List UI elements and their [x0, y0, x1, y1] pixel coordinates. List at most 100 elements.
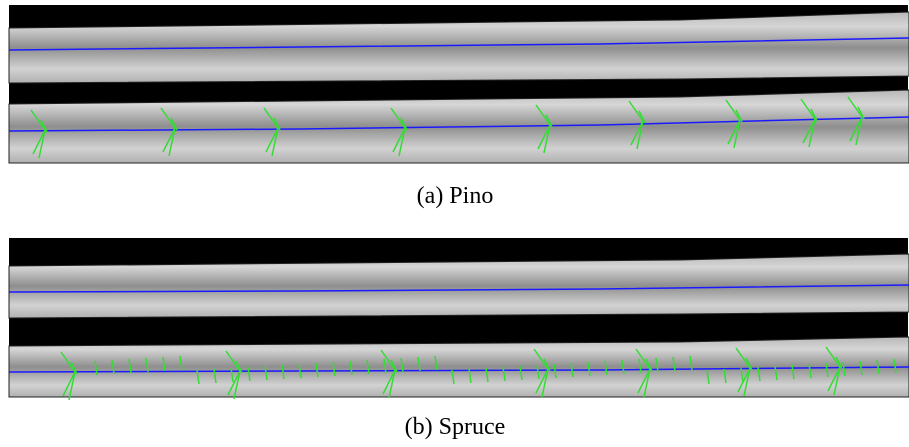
marker-line [725, 99, 741, 121]
marker-line [587, 361, 591, 377]
marker-line [162, 127, 176, 153]
marker-line [533, 348, 549, 370]
marker-line [543, 358, 551, 372]
marker-line [485, 367, 489, 383]
marker-line [723, 368, 727, 384]
marker-line [380, 349, 396, 371]
marker-line [855, 116, 863, 146]
marker-line [541, 368, 549, 398]
marker-line [689, 355, 693, 371]
marker-line [213, 368, 217, 384]
marker-line [111, 359, 115, 375]
marker-line [643, 368, 651, 398]
marker-line [847, 96, 863, 118]
marker-line [621, 359, 625, 375]
marker-line [570, 362, 574, 378]
marker-line [128, 358, 132, 374]
marker-line [273, 117, 281, 131]
marker-line [628, 100, 644, 122]
marker-line [757, 366, 761, 382]
panel-a-image [8, 5, 909, 164]
marker-line [68, 371, 76, 401]
marker-line [553, 363, 557, 379]
marker-line [740, 367, 744, 383]
marker-line [168, 127, 176, 157]
marker-line [179, 355, 183, 371]
marker-line [791, 364, 795, 380]
marker-line [30, 109, 46, 131]
marker-line [636, 120, 644, 150]
marker-line [230, 367, 234, 383]
marker-line [876, 359, 880, 375]
marker-line [635, 348, 651, 370]
marker-line [637, 368, 651, 394]
marker-line [743, 367, 751, 397]
marker-line [332, 361, 336, 377]
marker-line [827, 366, 841, 392]
marker-line [398, 127, 406, 157]
marker-line [833, 366, 841, 396]
marker-line [672, 356, 676, 372]
marker-line [802, 118, 816, 144]
marker-line [655, 357, 659, 373]
caption: (b) Spruce [405, 414, 506, 440]
marker-line [390, 107, 406, 129]
panel-b-image [8, 238, 909, 401]
defect-markers [60, 346, 897, 401]
marker-line [233, 370, 241, 400]
marker-line [392, 127, 406, 153]
marker-line [38, 129, 46, 159]
marker-line [349, 360, 353, 376]
marker-line [227, 370, 241, 396]
marker-line [388, 369, 396, 399]
marker-line [774, 365, 778, 381]
marker-line [160, 107, 176, 129]
marker-line [235, 360, 243, 374]
marker-line [535, 104, 551, 126]
marker-line [735, 347, 751, 369]
marker-line [810, 108, 818, 122]
marker-line [543, 124, 551, 154]
marker-line [857, 106, 865, 120]
marker-line [263, 107, 279, 129]
marker-line [536, 364, 540, 380]
marker-line [502, 366, 506, 382]
marker-line [849, 116, 863, 142]
marker-line [535, 368, 549, 394]
marker-line [808, 363, 812, 379]
marker-line [383, 358, 387, 374]
marker-line [70, 361, 78, 375]
marker-line [745, 357, 753, 371]
marker-line [733, 119, 741, 149]
marker-line [400, 357, 404, 373]
marker-line [315, 362, 319, 378]
marker-line [468, 368, 472, 384]
marker-line [842, 361, 846, 377]
marker-line [434, 355, 438, 371]
marker-line [60, 351, 76, 373]
marker-line [735, 109, 743, 123]
marker-line [196, 369, 200, 385]
marker-line [94, 360, 98, 376]
marker-line [265, 127, 279, 153]
marker-line [537, 124, 551, 150]
marker-line [400, 117, 408, 131]
marker-line [62, 371, 76, 397]
marker-line [264, 365, 268, 381]
marker-line [808, 118, 816, 148]
marker-line [145, 357, 149, 373]
marker-line [40, 119, 48, 133]
marker-line [519, 365, 523, 381]
marker-line [893, 358, 897, 374]
marker-line [706, 369, 710, 385]
marker-line [545, 114, 553, 128]
marker-line [298, 363, 302, 379]
marker-line [382, 369, 396, 395]
marker-line [417, 356, 421, 372]
marker-line [162, 356, 166, 372]
marker-line [737, 367, 751, 393]
marker-line [281, 364, 285, 380]
marker-line [727, 119, 741, 145]
marker-line [825, 346, 841, 368]
